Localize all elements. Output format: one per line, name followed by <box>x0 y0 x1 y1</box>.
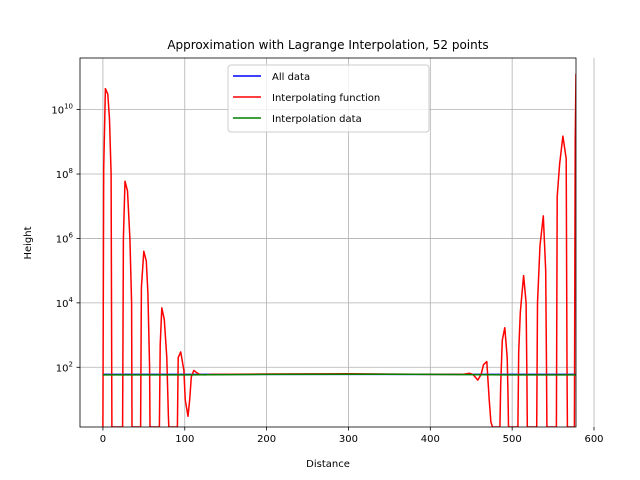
y-tick-label: 1010 <box>51 103 73 117</box>
y-axis-label: Height <box>23 226 34 259</box>
legend-label: Interpolation data <box>272 114 362 125</box>
x-axis-label: Distance <box>306 459 350 470</box>
x-tick-label: 0 <box>100 434 106 445</box>
series-line-3 <box>102 373 576 376</box>
y-tick-label: 106 <box>56 231 74 245</box>
y-tick-label: 102 <box>56 360 73 374</box>
x-tick-label: 200 <box>257 434 276 445</box>
y-axis: 102 104 106 108 1010 <box>51 103 80 374</box>
legend: All data Interpolating function Interpolat… <box>227 64 430 133</box>
legend-label: Interpolating function <box>272 93 380 104</box>
plot-frame <box>79 57 577 428</box>
legend-label: All data <box>272 72 310 83</box>
x-tick-label: 300 <box>339 434 358 445</box>
y-tick-label: 108 <box>56 167 73 181</box>
legend-box <box>227 64 430 133</box>
y-tick-label: 104 <box>56 296 74 310</box>
chart-title: Approximation with Lagrange Interpolatio… <box>167 38 488 52</box>
x-axis: 0 100 200 300 400 500 600 <box>100 427 604 445</box>
x-tick-label: 400 <box>421 434 440 445</box>
x-tick-label: 500 <box>503 434 522 445</box>
series-lines <box>102 73 576 427</box>
x-tick-label: 600 <box>584 434 603 445</box>
x-tick-label: 100 <box>175 434 194 445</box>
